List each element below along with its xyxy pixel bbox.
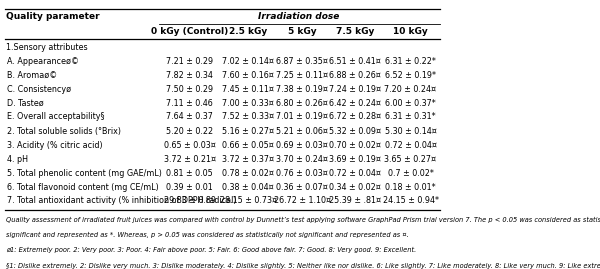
Text: 0.72 ± 0.04¤: 0.72 ± 0.04¤ — [329, 169, 381, 178]
Text: 7.25 ± 0.11¤: 7.25 ± 0.11¤ — [276, 71, 328, 80]
Text: 7.11 ± 0.46: 7.11 ± 0.46 — [166, 99, 213, 108]
Text: 6.51 ± 0.41¤: 6.51 ± 0.41¤ — [329, 57, 380, 66]
Text: 0.7 ± 0.02*: 0.7 ± 0.02* — [388, 169, 433, 178]
Text: Irradiation dose: Irradiation dose — [259, 12, 340, 21]
Text: 7.45 ± 0.11¤: 7.45 ± 0.11¤ — [222, 85, 274, 94]
Text: 6.80 ± 0.26¤: 6.80 ± 0.26¤ — [276, 99, 328, 108]
Text: 0.69 ± 0.03¤: 0.69 ± 0.03¤ — [276, 141, 328, 150]
Text: 28.15 ± 0.73¤: 28.15 ± 0.73¤ — [220, 196, 277, 205]
Text: 7.24 ± 0.19¤: 7.24 ± 0.19¤ — [329, 85, 381, 94]
Text: 5.20 ± 0.22: 5.20 ± 0.22 — [166, 128, 213, 136]
Text: 7.21 ± 0.29: 7.21 ± 0.29 — [166, 57, 213, 66]
Text: 6.72 ± 0.28¤: 6.72 ± 0.28¤ — [329, 112, 381, 121]
Text: 3.65 ± 0.27¤: 3.65 ± 0.27¤ — [385, 155, 437, 164]
Text: 6.31 ± 0.31*: 6.31 ± 0.31* — [385, 112, 436, 121]
Text: A. Appearanceø©: A. Appearanceø© — [7, 57, 79, 66]
Text: 5.21 ± 0.06¤: 5.21 ± 0.06¤ — [276, 128, 328, 136]
Text: 0.39 ± 0.01: 0.39 ± 0.01 — [166, 183, 213, 192]
Text: 0.38 ± 0.04¤: 0.38 ± 0.04¤ — [223, 183, 274, 192]
Text: 0.65 ± 0.03¤: 0.65 ± 0.03¤ — [164, 141, 215, 150]
Text: 2. Total soluble solids (°Brix): 2. Total soluble solids (°Brix) — [7, 128, 121, 136]
Text: 0.70 ± 0.02¤: 0.70 ± 0.02¤ — [329, 141, 381, 150]
Text: 5 kGy: 5 kGy — [288, 27, 316, 36]
Text: 0 kGy (Control): 0 kGy (Control) — [151, 27, 228, 36]
Text: 3. Acidity (% citric acid): 3. Acidity (% citric acid) — [7, 141, 103, 150]
Text: 0.18 ± 0.01*: 0.18 ± 0.01* — [385, 183, 436, 192]
Text: 7.20 ± 0.24¤: 7.20 ± 0.24¤ — [385, 85, 437, 94]
Text: ø1: Extremely poor. 2: Very poor. 3: Poor. 4: Fair above poor. 5: Fair. 6: Good : ø1: Extremely poor. 2: Very poor. 3: Poo… — [6, 247, 416, 253]
Text: 10 kGy: 10 kGy — [393, 27, 428, 36]
Text: 0.81 ± 0.05: 0.81 ± 0.05 — [166, 169, 213, 178]
Text: 6.88 ± 0.26¤: 6.88 ± 0.26¤ — [329, 71, 380, 80]
Text: 6.52 ± 0.19*: 6.52 ± 0.19* — [385, 71, 436, 80]
Text: 29.83 ± 0.89: 29.83 ± 0.89 — [164, 196, 215, 205]
Text: 6.31 ± 0.22*: 6.31 ± 0.22* — [385, 57, 436, 66]
Text: 3.69 ± 0.19¤: 3.69 ± 0.19¤ — [329, 155, 381, 164]
Text: 0.34 ± 0.02¤: 0.34 ± 0.02¤ — [329, 183, 380, 192]
Text: E. Overall acceptability§: E. Overall acceptability§ — [7, 112, 104, 121]
Text: 7.38 ± 0.19¤: 7.38 ± 0.19¤ — [276, 85, 328, 94]
Text: 3.72 ± 0.37¤: 3.72 ± 0.37¤ — [222, 155, 274, 164]
Text: 6.87 ± 0.35¤: 6.87 ± 0.35¤ — [276, 57, 328, 66]
Text: D. Tasteø: D. Tasteø — [7, 99, 44, 108]
Text: 2.5 kGy: 2.5 kGy — [229, 27, 268, 36]
Text: Quality parameter: Quality parameter — [6, 12, 100, 21]
Text: 0.36 ± 0.07¤: 0.36 ± 0.07¤ — [276, 183, 328, 192]
Text: 5.30 ± 0.14¤: 5.30 ± 0.14¤ — [385, 128, 436, 136]
Text: 7. Total antioxidant activity (% inhibition of DPPH radical): 7. Total antioxidant activity (% inhibit… — [7, 196, 236, 205]
Text: 0.76 ± 0.03¤: 0.76 ± 0.03¤ — [276, 169, 328, 178]
Text: 0.66 ± 0.05¤: 0.66 ± 0.05¤ — [223, 141, 274, 150]
Text: 7.82 ± 0.34: 7.82 ± 0.34 — [166, 71, 213, 80]
Text: 6.00 ± 0.37*: 6.00 ± 0.37* — [385, 99, 436, 108]
Text: 3.70 ± 0.24¤: 3.70 ± 0.24¤ — [276, 155, 328, 164]
Text: §1: Dislike extremely. 2: Dislike very much. 3: Dislike moderately. 4: Dislike s: §1: Dislike extremely. 2: Dislike very m… — [6, 263, 600, 269]
Text: 0.78 ± 0.02¤: 0.78 ± 0.02¤ — [222, 169, 274, 178]
Text: 24.15 ± 0.94*: 24.15 ± 0.94* — [383, 196, 439, 205]
Text: 7.00 ± 0.33¤: 7.00 ± 0.33¤ — [223, 99, 274, 108]
Text: significant and represented as *. Whereas, p > 0.05 was considered as statistica: significant and represented as *. Wherea… — [6, 232, 409, 238]
Text: 0.72 ± 0.04¤: 0.72 ± 0.04¤ — [385, 141, 437, 150]
Text: 4. pH: 4. pH — [7, 155, 28, 164]
Text: Quality assessment of irradiated fruit juices was compared with control by Dunne: Quality assessment of irradiated fruit j… — [6, 217, 600, 223]
Text: 6. Total flavonoid content (mg CE/mL): 6. Total flavonoid content (mg CE/mL) — [7, 183, 159, 192]
Text: 7.5 kGy: 7.5 kGy — [335, 27, 374, 36]
Text: 7.52 ± 0.33¤: 7.52 ± 0.33¤ — [222, 112, 274, 121]
Text: 6.42 ± 0.24¤: 6.42 ± 0.24¤ — [329, 99, 381, 108]
Text: 25.39 ± .81¤: 25.39 ± .81¤ — [329, 196, 381, 205]
Text: 7.02 ± 0.14¤: 7.02 ± 0.14¤ — [222, 57, 274, 66]
Text: 7.01 ± 0.19¤: 7.01 ± 0.19¤ — [276, 112, 328, 121]
Text: 5. Total phenolic content (mg GAE/mL): 5. Total phenolic content (mg GAE/mL) — [7, 169, 162, 178]
Text: 5.16 ± 0.27¤: 5.16 ± 0.27¤ — [222, 128, 274, 136]
Text: 7.50 ± 0.29: 7.50 ± 0.29 — [166, 85, 213, 94]
Text: 7.64 ± 0.37: 7.64 ± 0.37 — [166, 112, 213, 121]
Text: C. Consistencyø: C. Consistencyø — [7, 85, 71, 94]
Text: 7.60 ± 0.16¤: 7.60 ± 0.16¤ — [223, 71, 274, 80]
Text: B. Aromaø©: B. Aromaø© — [7, 71, 58, 80]
Text: 1.Sensory attributes: 1.Sensory attributes — [6, 43, 88, 52]
Text: 5.32 ± 0.09¤: 5.32 ± 0.09¤ — [329, 128, 381, 136]
Text: 26.72 ± 1.10¤: 26.72 ± 1.10¤ — [274, 196, 331, 205]
Text: 3.72 ± 0.21¤: 3.72 ± 0.21¤ — [164, 155, 215, 164]
